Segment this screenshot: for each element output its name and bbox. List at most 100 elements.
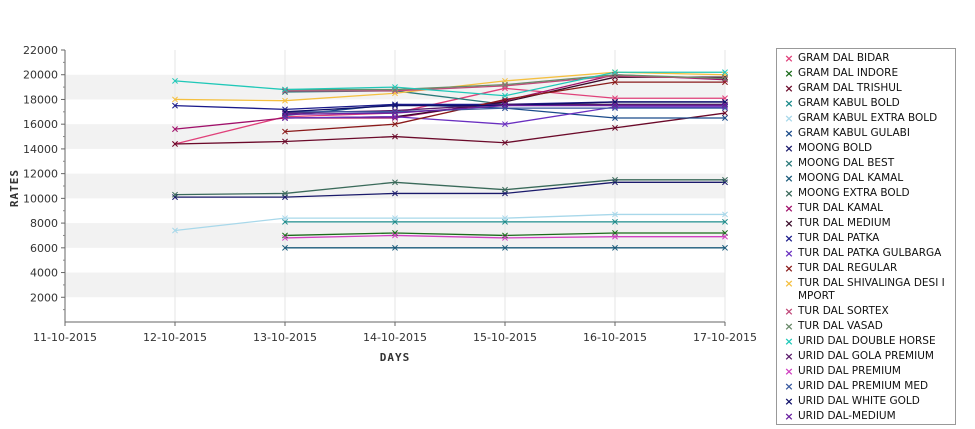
marker-stroke (392, 108, 398, 115)
line-chart: 2000 4000 6000 8000 10000 12000 14000 16000 1800… (8, 44, 757, 364)
series-line-moong-bold (175, 181, 725, 198)
marker-stroke (282, 232, 288, 239)
marker-stroke (612, 176, 618, 183)
marker-stroke (502, 215, 508, 222)
legend-item-gram-dal-trishul: × GRAM DAL TRISHUL (780, 82, 955, 95)
data-point-tur-dal-shivalinga-desi-import (172, 96, 178, 103)
data-point-tur-dal-medium (722, 74, 728, 81)
legend-label: GRAM DAL BIDAR (798, 52, 890, 64)
marker-stroke (612, 244, 618, 251)
series-line-gram-kabul-extra-bold (174, 213, 725, 232)
marker-stroke (502, 234, 508, 241)
legend-marker-icon: × (784, 52, 794, 65)
marker-stroke (282, 89, 288, 95)
marker-stroke (282, 111, 288, 118)
data-point-urid-dal-gola-premium (392, 107, 398, 114)
series-line-urid-dal-double-horse (174, 71, 725, 97)
legend-item-moong-dal-kamal: × MOONG DAL KAMAL (780, 172, 955, 185)
legend-label: TUR DAL REGULAR (798, 262, 898, 274)
marker-stroke (722, 211, 728, 218)
data-point-moong-bold (612, 179, 618, 186)
data-point-moong-dal-kamal (502, 244, 508, 251)
legend-marker-icon: × (784, 305, 794, 318)
legend-label: MOONG BOLD (798, 142, 873, 154)
legend-marker-icon: × (784, 262, 794, 275)
marker-stroke (612, 103, 618, 110)
data-point-moong-bold (392, 190, 398, 197)
marker-stroke (502, 92, 508, 99)
marker-stroke (392, 190, 398, 197)
data-point-tur-dal-patka-gulbarga (502, 121, 508, 128)
marker-stroke (392, 244, 398, 251)
data-point-moong-extra-bold (282, 190, 288, 197)
legend-item-urid-dal-premium-med: × URID DAL PREMIUM MED (780, 380, 955, 393)
y-tick-label: 20000 (23, 69, 58, 82)
legend-label: URID DAL GOLA PREMIUM (798, 350, 934, 362)
legend-item-gram-dal-bidar: × GRAM DAL BIDAR (780, 52, 955, 65)
marker-stroke (282, 138, 288, 145)
marker-stroke (722, 115, 728, 121)
y-axis-title: RATES (8, 169, 21, 207)
data-point-urid-dal-white-gold (282, 108, 288, 115)
legend-label: GRAM KABUL GULABI (798, 127, 910, 139)
data-point-gram-kabul-extra-bold (502, 215, 508, 222)
marker-stroke (392, 107, 398, 114)
legend-marker-icon: × (784, 82, 794, 95)
marker-stroke (502, 105, 508, 112)
marker-stroke (392, 232, 398, 239)
data-point-moong-extra-bold (612, 176, 618, 183)
data-point-tur-dal-vasad (612, 71, 618, 78)
legend-item-tur-dal-kamal: × TUR DAL KAMAL (780, 202, 955, 215)
legend-label: URID DAL PREMIUM (798, 365, 901, 377)
data-point-moong-extra-bold (502, 186, 508, 193)
legend-marker-icon: × (784, 350, 794, 363)
legend-label: TUR DAL VASAD (798, 320, 883, 332)
data-point-urid-dal-premium-med (502, 105, 508, 112)
marker-stroke (502, 82, 508, 89)
legend-label: TUR DAL MEDIUM (798, 217, 891, 229)
data-point-gram-kabul-bold (722, 218, 728, 225)
data-point-gram-dal-trishul (502, 139, 508, 146)
legend-label: TUR DAL KAMAL (798, 202, 883, 214)
legend-marker-icon: × (784, 365, 794, 378)
marker-stroke (282, 244, 288, 251)
x-axis-title: DAYS (380, 351, 411, 364)
data-point-urid-dal-medium (612, 102, 618, 109)
data-point-gram-kabul-extra-bold (172, 227, 178, 234)
marker-stroke (392, 115, 398, 121)
data-point-urid-dal-premium (722, 233, 728, 240)
x-tick-label: 12-10-2015 (143, 331, 207, 344)
marker-stroke (172, 102, 178, 109)
marker-stroke (282, 190, 288, 197)
marker-stroke (392, 230, 398, 236)
marker-stroke (612, 233, 618, 240)
marker-stroke (722, 74, 728, 81)
data-point-moong-dal-kamal (612, 244, 618, 251)
data-point-tur-dal-kamal (172, 126, 178, 133)
data-point-gram-dal-trishul (392, 133, 398, 140)
x-tick-label: 15-10-2015 (473, 331, 537, 344)
marker-stroke (282, 86, 288, 93)
data-point-tur-dal-kamal (722, 76, 728, 83)
marker-stroke (392, 84, 398, 91)
data-point-tur-dal-kamal (392, 115, 398, 121)
legend-marker-icon: × (784, 380, 794, 393)
marker-stroke (172, 126, 178, 133)
legend-label: GRAM KABUL EXTRA BOLD (798, 112, 938, 124)
x-tick-label: 13-10-2015 (253, 331, 317, 344)
data-point-moong-bold (172, 194, 178, 201)
marker-stroke (392, 102, 398, 109)
data-point-urid-dal-double-horse (392, 84, 398, 91)
data-point-moong-extra-bold (392, 179, 398, 186)
data-point-tur-dal-patka (392, 101, 398, 108)
data-point-tur-dal-sortex (502, 82, 508, 89)
marker-stroke (612, 124, 618, 131)
marker-stroke (392, 110, 398, 117)
legend-label: MOONG DAL KAMAL (798, 172, 904, 184)
marker-stroke (612, 71, 618, 78)
data-point-moong-dal-kamal (282, 244, 288, 251)
marker-stroke (722, 69, 728, 76)
legend-item-tur-dal-vasad: × TUR DAL VASAD (780, 320, 955, 333)
marker-stroke (722, 75, 728, 82)
marker-stroke (282, 234, 288, 241)
